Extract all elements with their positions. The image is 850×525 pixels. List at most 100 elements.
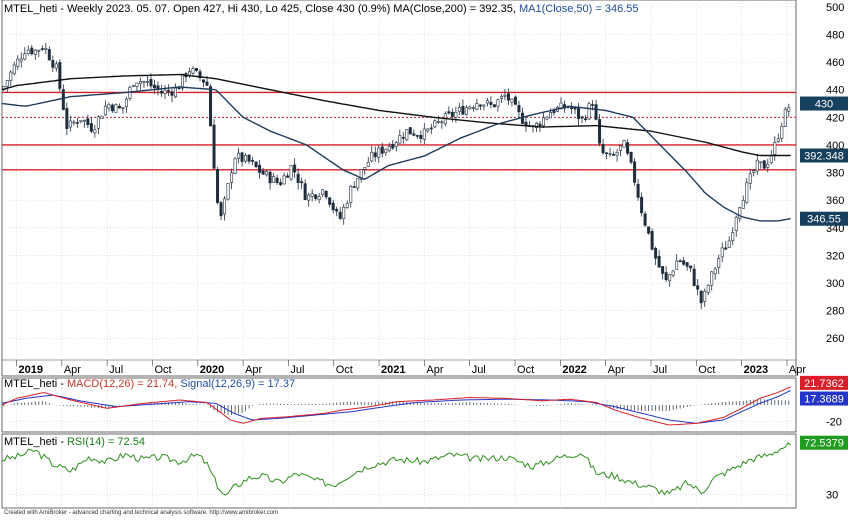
candle-body-124: [436, 121, 440, 123]
rsi-value-label-box: [800, 435, 848, 450]
candle-body-7: [26, 49, 30, 54]
x-tick-label-8: 2021: [381, 364, 405, 376]
candle-body-117: [412, 133, 416, 136]
candle-body-179: [629, 151, 633, 163]
macd-y-tick--20: -20: [826, 417, 842, 429]
candle-body-206: [724, 247, 728, 250]
candle-body-59: [209, 86, 213, 127]
candle-body-144: [506, 93, 510, 101]
candle-body-72: [254, 161, 258, 168]
candle-body-42: [149, 79, 153, 87]
macd-line: [1, 386, 791, 426]
candle-body-28: [100, 115, 104, 119]
price-value-label-0: 430: [815, 99, 833, 111]
macd-value-label-box: [800, 375, 848, 390]
signal-value-label-box: [800, 391, 848, 406]
price-y-tick-360: 360: [826, 195, 844, 207]
x-tick-label-15: Oct: [698, 364, 715, 376]
price-y-tick-500: 500: [826, 2, 844, 14]
candle-body-74: [261, 170, 265, 175]
candle-body-1: [5, 80, 9, 87]
candle-body-173: [608, 153, 612, 155]
signal-header-value: Signal(12,26,9) = 17.37: [180, 378, 296, 390]
candle-body-118: [415, 135, 419, 137]
candle-body-116: [408, 127, 412, 135]
candle-body-222: [780, 125, 784, 139]
candle-body-175: [615, 152, 619, 156]
candle-body-180: [633, 161, 637, 183]
candle-body-33: [117, 105, 121, 109]
candle-body-29: [103, 105, 107, 116]
candle-body-218: [766, 163, 770, 168]
candle-body-16: [58, 62, 62, 89]
candle-body-106: [373, 152, 377, 158]
candle-body-112: [394, 142, 398, 147]
price-value-label-0-group: 430: [800, 96, 848, 111]
candle-body-36: [128, 87, 132, 99]
candle-body-211: [741, 200, 745, 209]
candle-body-95: [335, 208, 339, 212]
macd-value-label-group: 21.7362: [800, 375, 848, 390]
candle-body-83: [293, 164, 297, 173]
candle-body-201: [706, 285, 710, 293]
candle-body-138: [485, 100, 489, 104]
candle-body-157: [552, 110, 556, 114]
candle-body-210: [738, 207, 742, 219]
candle-body-163: [573, 107, 577, 110]
x-tick-label-12: 2022: [562, 364, 586, 376]
candle-body-10: [37, 49, 41, 52]
candle-body-204: [717, 258, 721, 268]
candle-body-53: [188, 71, 192, 76]
candle-body-188: [661, 266, 665, 274]
price-value-label-1: 392.348: [804, 151, 844, 163]
candle-body-87: [307, 194, 311, 201]
candle-body-136: [478, 104, 482, 107]
candle-body-139: [489, 101, 493, 105]
candle-body-19: [68, 120, 72, 128]
x-tick-label-1: Apr: [64, 364, 81, 376]
candle-body-123: [433, 120, 437, 128]
candle-body-178: [626, 142, 630, 154]
price-value-label-2-group: 346.55: [800, 211, 848, 226]
candle-body-34: [121, 107, 125, 109]
candle-body-73: [258, 164, 262, 173]
candle-body-131: [461, 105, 465, 115]
candle-body-135: [475, 103, 479, 110]
candle-body-168: [591, 104, 595, 106]
candle-body-89: [314, 194, 318, 199]
candle-body-9: [33, 49, 37, 55]
candle-body-216: [759, 161, 763, 164]
candle-body-196: [689, 265, 693, 269]
candle-body-213: [748, 173, 752, 184]
candle-body-145: [510, 98, 514, 103]
candle-body-207: [727, 240, 731, 248]
candle-body-119: [419, 134, 423, 139]
price-y-tick-380: 380: [826, 168, 844, 180]
price-y-tick-440: 440: [826, 85, 844, 97]
candle-body-23: [82, 119, 86, 122]
candle-body-132: [464, 107, 468, 115]
candle-body-122: [429, 127, 433, 130]
candle-body-66: [233, 158, 237, 174]
rsi-line: [1, 442, 791, 496]
candle-body-56: [198, 71, 202, 79]
candle-body-146: [513, 96, 517, 105]
macd-header-prefix: MTEL_heti -: [4, 378, 67, 390]
candle-body-75: [265, 171, 269, 176]
candle-body-189: [664, 272, 668, 280]
candle-body-129: [454, 111, 458, 118]
candle-body-6: [23, 53, 27, 60]
candle-body-45: [159, 91, 163, 94]
price-y-tick-320: 320: [826, 250, 844, 262]
candle-body-133: [468, 106, 472, 110]
price-y-tick-460: 460: [826, 57, 844, 69]
candle-body-35: [124, 98, 128, 107]
candle-body-195: [685, 262, 689, 267]
price-value-label-2: 346.55: [807, 214, 841, 226]
candle-body-209: [734, 216, 738, 231]
candle-body-187: [657, 255, 661, 268]
candle-body-63: [223, 198, 227, 215]
candle-body-60: [212, 124, 216, 169]
candle-body-79: [279, 182, 283, 185]
